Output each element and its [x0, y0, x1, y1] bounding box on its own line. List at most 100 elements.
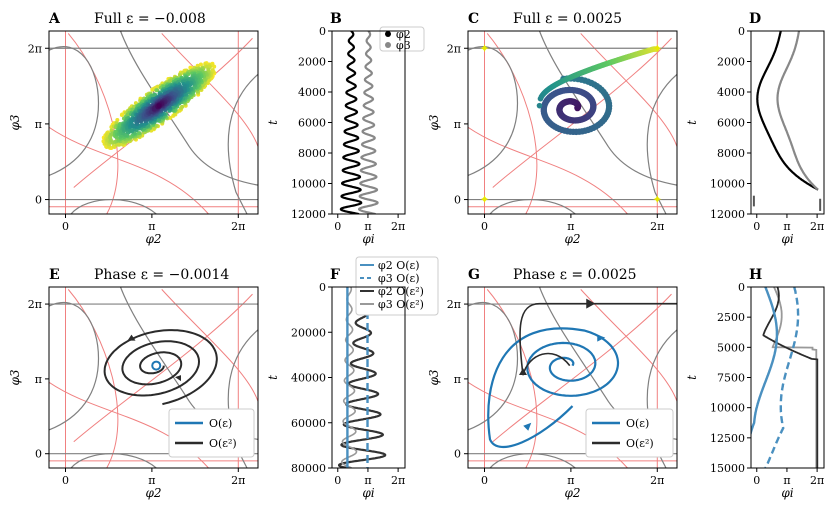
nullcline-gray: [538, 31, 677, 186]
panel-H: 0 π 2π 0 2500 5000 7500 10000 12500 15000 φi t H: [685, 267, 824, 500]
data-point: [202, 77, 207, 82]
data-point: [536, 102, 543, 109]
legend-label: O(ε²): [209, 437, 237, 450]
fixed-point-star: ✦: [479, 41, 489, 55]
panel-letter: E: [49, 267, 60, 283]
panel-letter: B: [330, 11, 342, 27]
trajectory-o-eps: [487, 327, 620, 449]
y-tick-label: 2000: [717, 56, 745, 69]
trajectory-o-eps2: [103, 329, 218, 406]
y-tick-label: 80000: [291, 462, 326, 475]
x-tick-label: π: [364, 220, 371, 233]
y-tick-label: π: [35, 373, 42, 386]
fixed-point-star: ✦: [652, 41, 662, 55]
panel-C: ✦ ✦ ✦ ✦ 0 0 π π 2π 2π φ2 φ3 C Full ε = 0.0025: [427, 11, 677, 246]
panel-title: Phase ε = −0.0014: [94, 267, 229, 283]
nullcline-red: [49, 126, 209, 214]
data-point: [180, 104, 185, 109]
panel-letter: D: [749, 11, 761, 27]
arrow-marker: [175, 375, 181, 382]
legend-label: φ3 O(ε²): [378, 298, 424, 311]
arrow-marker: [586, 298, 596, 309]
y-tick-label: 4000: [298, 86, 326, 99]
x-tick-label: 0: [62, 220, 69, 233]
y-tick-label: 40000: [291, 372, 326, 385]
x-tick-label: 2π: [650, 474, 664, 487]
nullcline-red: [486, 289, 538, 468]
y-tick-label: 2π: [28, 42, 42, 55]
data-point: [168, 115, 173, 120]
data-point: [119, 113, 124, 118]
y-tick-label: 12500: [710, 432, 745, 445]
y-tick-label: 2500: [717, 311, 745, 324]
nullcline-gray: [70, 453, 157, 468]
x-axis-label: φi: [362, 232, 374, 246]
y-tick-label: 10000: [710, 402, 745, 415]
data-point: [130, 122, 135, 127]
x-tick-label: 2π: [231, 474, 245, 487]
arrow-marker: [127, 334, 136, 341]
data-point: [155, 88, 160, 93]
nullcline-red: [486, 33, 538, 214]
y-tick-label: 0: [319, 281, 326, 294]
x-axis-label: φ2: [564, 486, 580, 500]
legend-label: φ3: [396, 39, 411, 52]
y-tick-label: 12000: [291, 208, 326, 221]
legend-label: φ3 O(ε): [378, 272, 420, 285]
series-line: [764, 287, 800, 468]
nullcline-gray: [489, 453, 576, 468]
nullcline-gray: [49, 46, 100, 177]
y-tick-label: 2π: [28, 298, 42, 311]
legend-marker: [385, 42, 391, 48]
nullcline-red: [67, 33, 119, 214]
trajectory-o-eps: [151, 360, 162, 371]
y-tick-label: 60000: [291, 417, 326, 430]
x-tick-label: 2π: [810, 474, 824, 487]
series-line: [762, 287, 819, 468]
legend-label: O(ε²): [626, 437, 654, 450]
y-axis-label: φ3: [427, 369, 441, 385]
y-tick-label: 7500: [717, 372, 745, 385]
y-tick-label: 0: [738, 281, 745, 294]
x-tick-label: 0: [334, 474, 341, 487]
y-axis-label: t: [266, 375, 280, 380]
nullcline-red: [73, 293, 253, 443]
y-axis-label: t: [685, 120, 699, 125]
legend: [168, 408, 255, 458]
panel-D: 0 π 2π 0 2000 4000 6000 8000 10000 12000 φi t D: [685, 11, 824, 246]
x-tick-label: 0: [62, 474, 69, 487]
y-tick-label: π: [454, 118, 461, 131]
data-point: [172, 112, 177, 117]
x-tick-label: 0: [481, 474, 488, 487]
x-tick-label: π: [783, 220, 790, 233]
data-point: [188, 65, 193, 70]
x-tick-label: 0: [753, 220, 760, 233]
nullcline-red: [492, 293, 672, 443]
fixed-point-star: ✦: [479, 193, 489, 207]
plot-area-C: ✦ ✦ ✦ ✦: [468, 31, 677, 214]
x-tick-label: π: [567, 474, 574, 487]
series-line: [776, 31, 819, 191]
y-axis-label: φ3: [8, 114, 22, 130]
nullcline-gray: [489, 199, 576, 214]
y-tick-label: 12000: [710, 208, 745, 221]
x-axis-label: φ2: [145, 486, 161, 500]
axes-frame-B: [331, 30, 406, 215]
x-tick-label: 2π: [650, 220, 664, 233]
y-tick-label: 0: [319, 25, 326, 38]
y-tick-label: 4000: [717, 86, 745, 99]
y-axis-label: t: [685, 375, 699, 380]
plot-area-H: [751, 287, 819, 468]
plot-area-A: [49, 31, 258, 214]
nullcline-gray: [468, 301, 519, 431]
x-tick-label: 0: [481, 220, 488, 233]
legend-label: O(ε): [626, 417, 649, 430]
axes-frame-H: [750, 286, 825, 469]
data-point: [139, 122, 144, 127]
panel-letter: C: [468, 11, 479, 27]
data-point: [108, 137, 113, 142]
nullcline-gray: [119, 31, 258, 186]
